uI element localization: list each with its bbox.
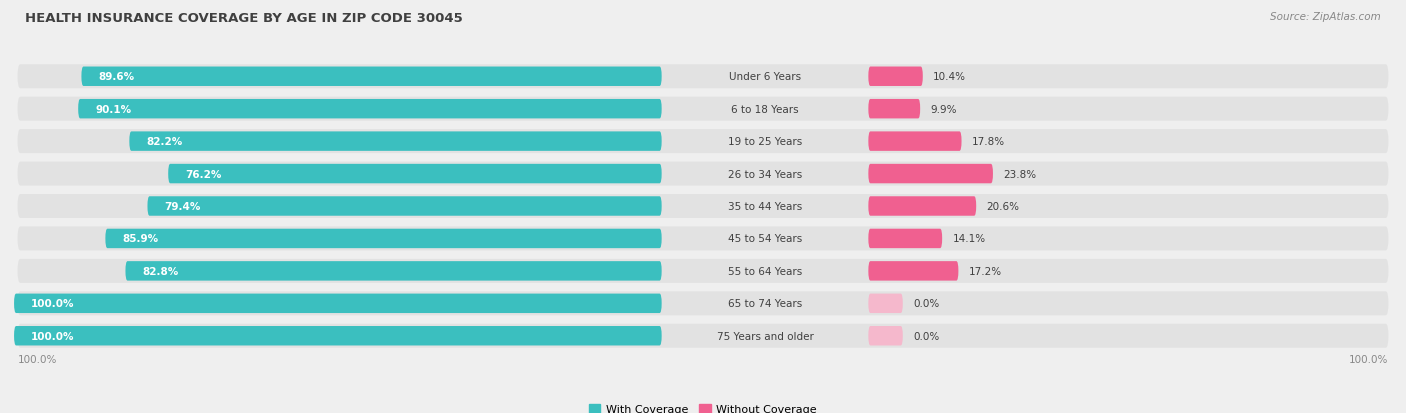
Text: 65 to 74 Years: 65 to 74 Years [728,299,803,309]
Text: 79.4%: 79.4% [165,202,201,211]
FancyBboxPatch shape [869,229,942,249]
FancyBboxPatch shape [169,164,662,184]
FancyBboxPatch shape [17,130,1389,154]
Text: 89.6%: 89.6% [98,72,135,82]
Text: 82.8%: 82.8% [142,266,179,276]
Text: 9.9%: 9.9% [931,104,957,114]
FancyBboxPatch shape [82,67,662,87]
Text: Source: ZipAtlas.com: Source: ZipAtlas.com [1270,12,1381,22]
Text: 82.2%: 82.2% [146,137,183,147]
Legend: With Coverage, Without Coverage: With Coverage, Without Coverage [589,404,817,413]
Text: HEALTH INSURANCE COVERAGE BY AGE IN ZIP CODE 30045: HEALTH INSURANCE COVERAGE BY AGE IN ZIP … [25,12,463,25]
Text: 45 to 54 Years: 45 to 54 Years [728,234,803,244]
FancyBboxPatch shape [17,162,1389,186]
FancyBboxPatch shape [17,97,1389,121]
Text: 75 Years and older: 75 Years and older [717,331,814,341]
Text: 0.0%: 0.0% [912,331,939,341]
FancyBboxPatch shape [17,65,1389,89]
Text: 19 to 25 Years: 19 to 25 Years [728,137,803,147]
Text: 100.0%: 100.0% [31,331,75,341]
FancyBboxPatch shape [17,324,1389,348]
FancyBboxPatch shape [869,67,922,87]
Text: 100.0%: 100.0% [31,299,75,309]
Text: 90.1%: 90.1% [96,104,132,114]
FancyBboxPatch shape [869,326,903,346]
FancyBboxPatch shape [869,164,993,184]
FancyBboxPatch shape [869,261,959,281]
Text: 14.1%: 14.1% [952,234,986,244]
FancyBboxPatch shape [105,229,662,249]
Text: 76.2%: 76.2% [186,169,222,179]
FancyBboxPatch shape [869,294,903,313]
Text: 85.9%: 85.9% [122,234,159,244]
FancyBboxPatch shape [869,100,920,119]
Text: 55 to 64 Years: 55 to 64 Years [728,266,803,276]
Text: 23.8%: 23.8% [1004,169,1036,179]
FancyBboxPatch shape [17,227,1389,251]
FancyBboxPatch shape [129,132,662,152]
Text: 10.4%: 10.4% [934,72,966,82]
Text: 100.0%: 100.0% [1350,354,1389,364]
Text: 0.0%: 0.0% [912,299,939,309]
Text: 6 to 18 Years: 6 to 18 Years [731,104,799,114]
FancyBboxPatch shape [869,197,976,216]
FancyBboxPatch shape [125,261,662,281]
Text: Under 6 Years: Under 6 Years [728,72,801,82]
Text: 17.8%: 17.8% [972,137,1005,147]
FancyBboxPatch shape [148,197,662,216]
Text: 100.0%: 100.0% [17,354,56,364]
FancyBboxPatch shape [17,195,1389,218]
FancyBboxPatch shape [17,259,1389,283]
Text: 35 to 44 Years: 35 to 44 Years [728,202,803,211]
Text: 20.6%: 20.6% [987,202,1019,211]
FancyBboxPatch shape [79,100,662,119]
FancyBboxPatch shape [17,292,1389,316]
FancyBboxPatch shape [14,326,662,346]
FancyBboxPatch shape [14,294,662,313]
Text: 26 to 34 Years: 26 to 34 Years [728,169,803,179]
FancyBboxPatch shape [869,132,962,152]
Text: 17.2%: 17.2% [969,266,1002,276]
